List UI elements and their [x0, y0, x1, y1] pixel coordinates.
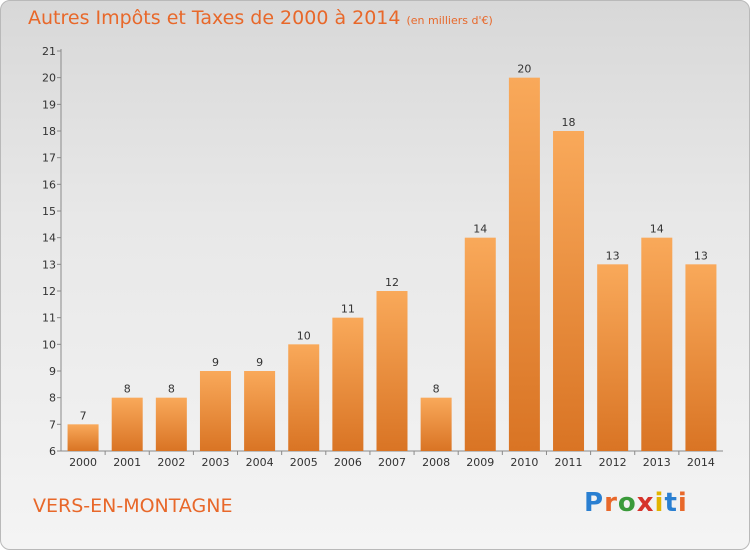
- bar-2006: [332, 317, 364, 451]
- y-tick-label: 21: [42, 45, 56, 58]
- bars: [67, 77, 717, 452]
- data-label: 11: [341, 303, 355, 316]
- y-tick-label: 17: [42, 152, 56, 165]
- data-label: 8: [433, 383, 440, 396]
- bar-2007: [376, 291, 408, 451]
- data-label: 13: [606, 249, 620, 262]
- bar-2012: [597, 264, 629, 451]
- data-label: 8: [168, 383, 175, 396]
- data-label: 18: [562, 116, 576, 129]
- logo-letter: t: [664, 488, 678, 518]
- x-tick-label: 2003: [201, 456, 229, 469]
- y-tick-label: 20: [42, 72, 56, 85]
- x-tick-label: 2008: [422, 456, 450, 469]
- x-tick-label: 2014: [687, 456, 715, 469]
- x-tick-label: 2006: [334, 456, 362, 469]
- x-tick-label: 2007: [378, 456, 406, 469]
- y-tick-label: 9: [49, 365, 56, 378]
- logo-letter: o: [617, 488, 637, 518]
- logo-letter: i: [677, 488, 688, 518]
- chart-unit: (en milliers d'€): [406, 14, 493, 27]
- data-label: 8: [124, 383, 131, 396]
- commune-name: VERS-EN-MONTAGNE: [33, 495, 233, 517]
- x-tick-label: 2004: [246, 456, 274, 469]
- bar-2010: [508, 77, 540, 452]
- x-tick-label: 2012: [599, 456, 627, 469]
- y-tick-label: 15: [42, 205, 56, 218]
- y-tick-label: 19: [42, 98, 56, 111]
- x-tick-label: 2000: [69, 456, 97, 469]
- chart-title-text: Autres Impôts et Taxes de 2000 à 2014: [28, 7, 401, 29]
- y-tick-label: 6: [49, 445, 56, 458]
- x-axis: 2000 2001 2002 2003 2004 2005 2006 2007 2008 2009…: [61, 450, 723, 469]
- bar-2011: [553, 131, 585, 451]
- data-label: 10: [297, 329, 311, 342]
- bar-2014: [685, 264, 717, 451]
- x-tick-label: 2011: [555, 456, 583, 469]
- data-labels: 7 8 8 9 9 10 11 12 8 14 20 18 13 14 13: [80, 63, 708, 423]
- logo-letter: P: [584, 488, 605, 518]
- bar-2009: [464, 237, 496, 451]
- data-label: 12: [385, 276, 399, 289]
- x-tick-label: 2002: [157, 456, 185, 469]
- bar-2000: [67, 424, 99, 451]
- bar-2008: [420, 397, 452, 451]
- bar-2003: [199, 371, 231, 451]
- bar-2002: [155, 397, 187, 451]
- data-label: 14: [650, 223, 664, 236]
- logo-letter: x: [636, 488, 655, 518]
- y-tick-label: 8: [49, 392, 56, 405]
- x-tick-label: 2005: [290, 456, 318, 469]
- bar-2004: [244, 371, 276, 451]
- y-tick-label: 16: [42, 178, 56, 191]
- logo-letter: r: [604, 488, 618, 518]
- logo-letter: i: [654, 488, 665, 518]
- data-label: 7: [80, 409, 87, 422]
- x-tick-label: 2013: [643, 456, 671, 469]
- x-tick-label: 2009: [466, 456, 494, 469]
- data-label: 9: [212, 356, 219, 369]
- x-tick-label: 2001: [113, 456, 141, 469]
- x-tick-label: 2010: [510, 456, 538, 469]
- data-label: 14: [473, 223, 487, 236]
- y-axis: 6 7 8 9 10 11 12 13 14 15 16 17 18 19 20 21: [42, 45, 62, 458]
- y-tick-label: 11: [42, 312, 56, 325]
- bar-2013: [641, 237, 673, 451]
- y-tick-label: 10: [42, 338, 56, 351]
- proxiti-logo: Proxiti: [584, 488, 688, 518]
- chart-title: Autres Impôts et Taxes de 2000 à 2014 (en…: [28, 7, 493, 29]
- y-tick-label: 13: [42, 258, 56, 271]
- data-label: 13: [694, 249, 708, 262]
- y-tick-label: 7: [49, 418, 56, 431]
- bar-2001: [111, 397, 143, 451]
- bar-2005: [288, 344, 320, 451]
- data-label: 9: [256, 356, 263, 369]
- y-tick-label: 14: [42, 232, 56, 245]
- y-tick-label: 12: [42, 285, 56, 298]
- y-tick-label: 18: [42, 125, 56, 138]
- data-label: 20: [517, 63, 531, 76]
